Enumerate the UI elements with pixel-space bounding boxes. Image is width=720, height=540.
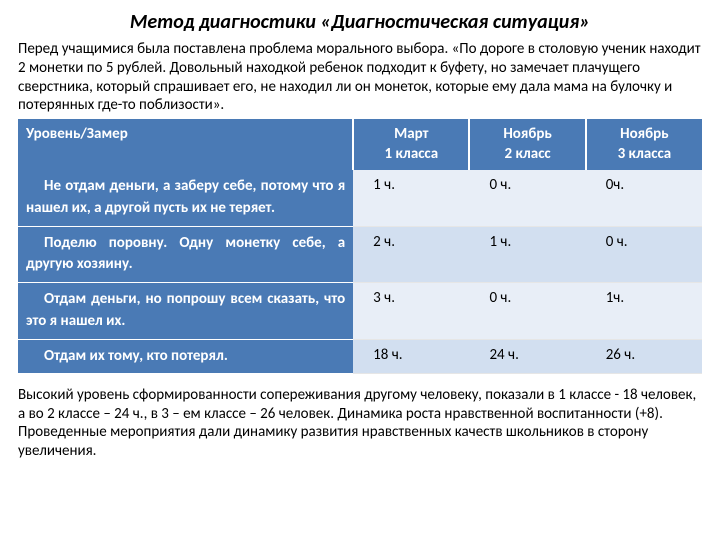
table-header-row: Уровень/Замер Март 1 класса Ноябрь 2 кла… bbox=[18, 119, 702, 170]
row-1-v2: 0 ч. bbox=[469, 170, 585, 226]
row-4-label: Отдам их тому, кто потерял. bbox=[18, 339, 353, 373]
table-row: Отдам деньги, но попрошу всем сказать, ч… bbox=[18, 283, 702, 340]
conclusion-paragraph: Высокий уровень сформированности сопереж… bbox=[18, 386, 702, 461]
row-3-label: Отдам деньги, но попрошу всем сказать, ч… bbox=[18, 283, 353, 340]
row-1-label: Не отдам деньги, а заберу себе, потому ч… bbox=[18, 170, 353, 226]
row-2-v2: 1 ч. bbox=[469, 226, 585, 283]
header-level: Уровень/Замер bbox=[18, 119, 353, 170]
table-row: Не отдам деньги, а заберу себе, потому ч… bbox=[18, 170, 702, 226]
row-2-v1: 2 ч. bbox=[353, 226, 469, 283]
header-col-3: Ноябрь 3 класса bbox=[586, 119, 702, 170]
header-col-1-line2: 1 класса bbox=[385, 145, 439, 163]
page-title: Метод диагностики «Диагностическая ситуа… bbox=[18, 10, 702, 34]
results-table: Уровень/Замер Март 1 класса Ноябрь 2 кла… bbox=[18, 119, 702, 374]
row-2-label: Поделю поровну. Одну монетку себе, а дру… bbox=[18, 226, 353, 283]
row-3-v1: 3 ч. bbox=[353, 283, 469, 340]
row-4-v3: 26 ч. bbox=[586, 339, 702, 373]
table-row: Отдам их тому, кто потерял. 18 ч. 24 ч. … bbox=[18, 339, 702, 373]
header-col-2-line1: Ноябрь bbox=[503, 125, 551, 143]
header-col-2: Ноябрь 2 класс bbox=[469, 119, 585, 170]
table-row: Поделю поровну. Одну монетку себе, а дру… bbox=[18, 226, 702, 283]
header-col-3-line2: 3 класса bbox=[618, 145, 672, 163]
row-2-v3: 0 ч. bbox=[586, 226, 702, 283]
row-1-v3: 0ч. bbox=[586, 170, 702, 226]
row-4-v1: 18 ч. bbox=[353, 339, 469, 373]
row-1-v1: 1 ч. bbox=[353, 170, 469, 226]
row-3-v2: 0 ч. bbox=[469, 283, 585, 340]
header-col-2-line2: 2 класс bbox=[504, 145, 550, 163]
header-col-1: Март 1 класса bbox=[353, 119, 469, 170]
header-col-1-line1: Март bbox=[394, 125, 428, 143]
row-3-v3: 1ч. bbox=[586, 283, 702, 340]
intro-paragraph: Перед учащимися была поставлена проблема… bbox=[18, 40, 702, 115]
row-4-v2: 24 ч. bbox=[469, 339, 585, 373]
header-col-3-line1: Ноябрь bbox=[620, 125, 668, 143]
